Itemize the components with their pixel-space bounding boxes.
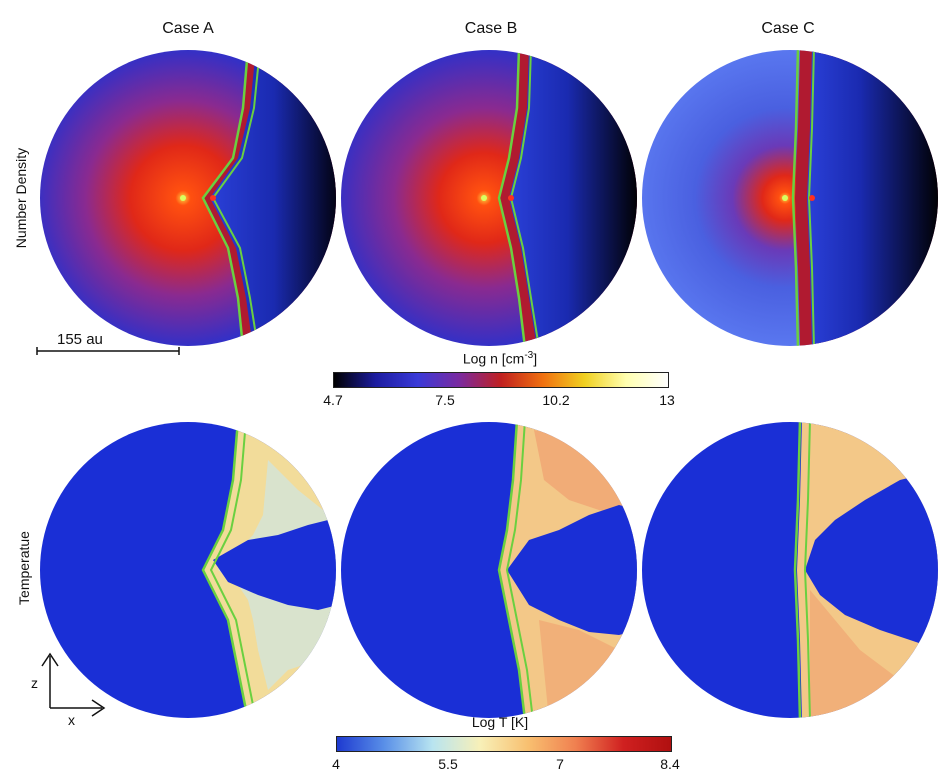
column-title-case-c: Case C [761,20,815,37]
temperature-tick: 8.4 [660,756,680,772]
row-label-temperature: Temperatue [16,531,32,605]
density-colorbar-unit-exponent: -3 [524,350,534,361]
density-panel-case-a [40,50,336,346]
temperature-panel-case-c [642,422,938,718]
temperature-colorbar-title: Log T [K] [471,714,529,730]
temperature-panel-case-a [40,422,336,718]
density-tick: 4.7 [323,392,343,408]
scale-bar-label: 155 au [57,331,103,348]
temperature-tick: 5.5 [438,756,458,772]
density-colorbar-label-end: ] [533,350,538,367]
temperature-panel-case-b [341,422,637,718]
axes-orientation-icon [41,652,106,717]
density-colorbar [333,372,669,388]
column-title-case-b: Case B [464,20,518,37]
density-colorbar-title: Log n [cm-3] [400,350,600,367]
density-tick: 13 [659,392,675,408]
density-panel-case-c [642,50,938,346]
temperature-colorbar [336,736,672,752]
axis-x-label: x [68,712,75,728]
scale-bar [36,347,180,355]
density-tick: 10.2 [542,392,570,408]
temperature-tick: 4 [332,756,340,772]
column-title-case-a: Case A [162,20,214,37]
axis-z-label: z [31,675,38,691]
temperature-tick: 7 [556,756,564,772]
density-panel-case-b [341,50,637,346]
row-label-number-density: Number Density [13,147,29,249]
density-tick: 7.5 [435,392,455,408]
density-colorbar-label: Log n [cm [462,350,525,367]
